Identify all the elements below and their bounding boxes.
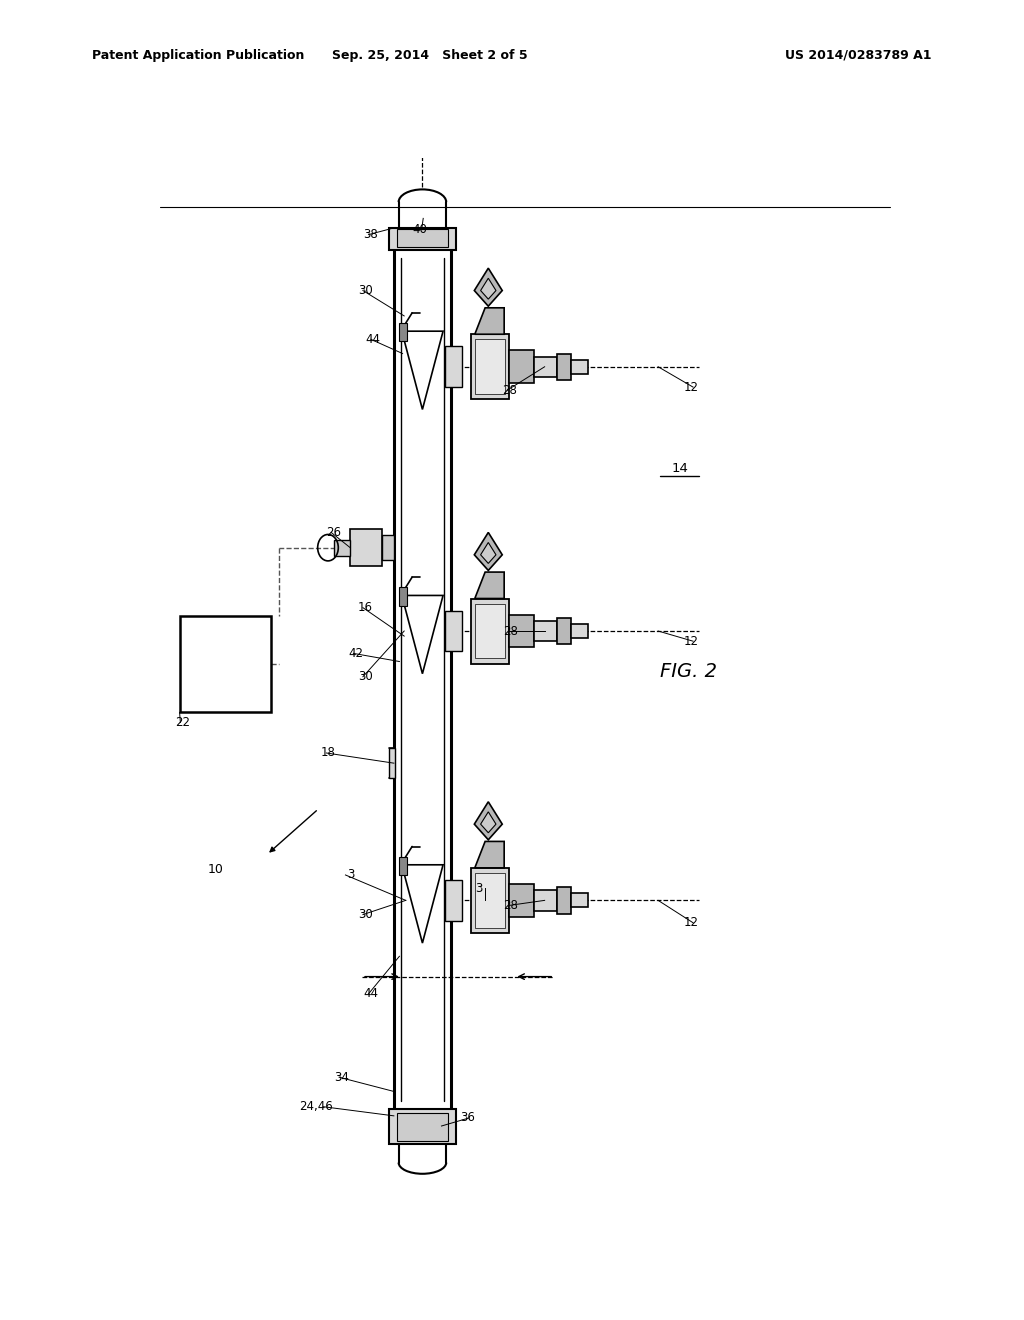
Bar	[535, 890, 557, 911]
Bar	[444, 880, 462, 921]
Text: 42: 42	[348, 647, 362, 660]
Text: FIG. 2: FIG. 2	[659, 663, 717, 681]
Text: 40: 40	[412, 223, 427, 236]
Polygon shape	[480, 543, 496, 564]
Text: 14: 14	[671, 462, 688, 475]
Text: 28: 28	[502, 384, 517, 396]
Text: 28: 28	[504, 899, 518, 912]
Bar	[509, 351, 535, 383]
Text: 16: 16	[357, 601, 373, 614]
Bar	[475, 603, 505, 659]
Text: 30: 30	[357, 671, 373, 684]
Polygon shape	[474, 801, 502, 840]
Bar	[471, 867, 509, 933]
Bar	[557, 618, 570, 644]
Text: 3: 3	[347, 869, 355, 882]
Bar	[570, 894, 588, 907]
Bar	[535, 620, 557, 642]
Polygon shape	[475, 572, 504, 598]
Bar	[535, 356, 557, 378]
Bar	[389, 227, 456, 249]
Text: 28: 28	[504, 624, 518, 638]
Text: Sep. 25, 2014   Sheet 2 of 5: Sep. 25, 2014 Sheet 2 of 5	[332, 49, 528, 62]
Bar	[509, 884, 535, 916]
Bar	[389, 748, 395, 779]
Bar	[570, 624, 588, 638]
Text: Patent Application Publication: Patent Application Publication	[92, 49, 304, 62]
Bar	[471, 334, 509, 399]
Text: 18: 18	[322, 747, 336, 759]
Text: 22: 22	[175, 715, 189, 729]
Polygon shape	[401, 331, 443, 409]
Polygon shape	[480, 279, 496, 300]
Text: 30: 30	[357, 908, 373, 921]
Text: 24,46: 24,46	[299, 1100, 333, 1113]
Bar	[399, 587, 407, 606]
Bar	[334, 540, 350, 556]
Polygon shape	[401, 595, 443, 673]
Text: 3: 3	[475, 882, 483, 895]
Bar	[382, 536, 394, 560]
Text: 30: 30	[357, 284, 373, 297]
Text: 12: 12	[684, 380, 698, 393]
Text: 34: 34	[334, 1071, 348, 1084]
Bar	[471, 598, 509, 664]
Bar	[399, 323, 407, 342]
Bar	[557, 354, 570, 380]
Text: 44: 44	[366, 333, 380, 346]
Text: 44: 44	[362, 987, 378, 1001]
Bar	[397, 228, 447, 247]
Text: 12: 12	[684, 635, 698, 648]
Bar	[509, 615, 535, 647]
Polygon shape	[475, 841, 504, 867]
Bar	[397, 1113, 447, 1142]
Text: 10: 10	[207, 863, 223, 876]
Polygon shape	[475, 308, 504, 334]
Text: 38: 38	[364, 228, 378, 242]
Polygon shape	[474, 532, 502, 570]
Bar	[389, 1109, 456, 1144]
Text: US 2014/0283789 A1: US 2014/0283789 A1	[785, 49, 932, 62]
Bar	[444, 611, 462, 651]
Polygon shape	[401, 865, 443, 942]
Bar	[444, 346, 462, 387]
Bar	[570, 359, 588, 374]
Text: 12: 12	[684, 916, 698, 929]
Polygon shape	[480, 812, 496, 833]
Polygon shape	[474, 268, 502, 306]
Bar	[399, 857, 407, 875]
Text: 26: 26	[326, 525, 341, 539]
Bar	[475, 873, 505, 928]
Bar	[557, 887, 570, 913]
Text: 36: 36	[460, 1111, 474, 1125]
Bar	[475, 339, 505, 395]
Bar	[350, 529, 382, 566]
Bar	[179, 615, 270, 713]
